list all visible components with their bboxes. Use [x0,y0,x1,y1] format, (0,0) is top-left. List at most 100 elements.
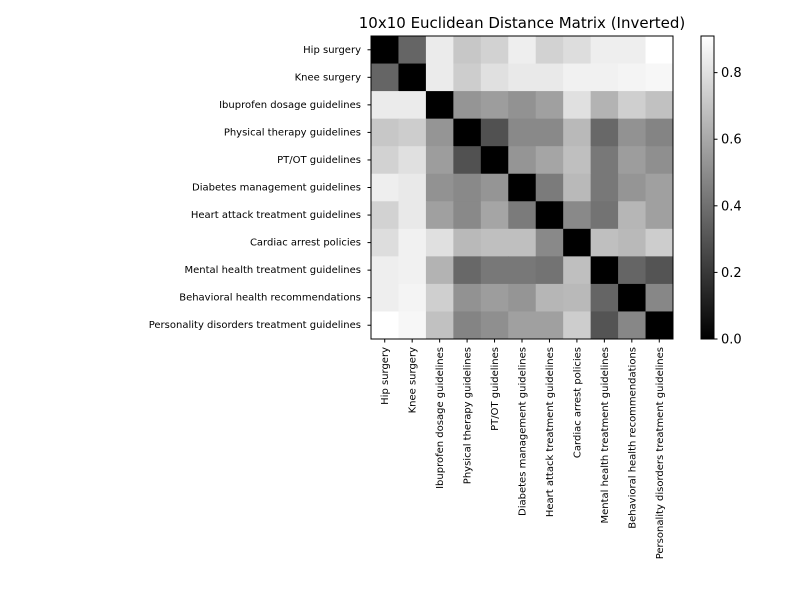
heatmap-cell [563,63,592,92]
heatmap-cell [645,173,674,202]
heatmap-cell [453,228,482,257]
colorbar [700,35,715,340]
heatmap-cell [480,173,509,202]
heatmap-cell [508,36,537,65]
heatmap-cell [425,201,454,230]
heatmap-cell [480,311,509,340]
heatmap-cell [480,283,509,312]
heatmap-cell [590,173,619,202]
x-tick-label: Diabetes management guidelines [518,347,529,516]
heatmap-cell [425,146,454,175]
heatmap-cell [618,283,647,312]
y-tick-label: Diabetes management guidelines [192,183,361,194]
heatmap-cell [508,256,537,285]
heatmap-cell [535,118,564,147]
heatmap-cell [645,36,674,65]
heatmap-cell [453,311,482,340]
heatmap-cell [371,118,399,147]
heatmap-cell [590,63,619,92]
y-tick-label: Ibuprofen dosage guidelines [219,100,361,111]
heatmap-cell [371,63,399,92]
heatmap-cell [535,63,564,92]
heatmap-cell [371,256,399,285]
heatmap-cell [398,283,427,312]
y-tick-label: Knee surgery [295,72,361,83]
heatmap-cell [563,228,592,257]
colorbar-tick-label: 0.8 [721,66,742,81]
x-tick-label: Mental health treatment guidelines [600,347,611,524]
heatmap-cell [618,228,647,257]
heatmap-cell [645,283,674,312]
chart-title: 10x10 Euclidean Distance Matrix (Inverte… [359,14,686,32]
heatmap-cell [425,118,454,147]
heatmap-cell [563,173,592,202]
heatmap-cell [563,118,592,147]
heatmap-cell [480,36,509,65]
heatmap-cell [618,256,647,285]
heatmap-cell [590,228,619,257]
heatmap-cell [480,256,509,285]
heatmap-cell [508,173,537,202]
heatmap-cell [371,146,399,175]
heatmap-cell [508,118,537,147]
heatmap-cell [590,36,619,65]
heatmap-cell [398,146,427,175]
heatmap-cell [398,228,427,257]
heatmap-cell [618,91,647,120]
heatmap-cell [398,91,427,120]
colorbar-tick-label: 0.4 [721,199,742,214]
heatmap-cell [398,256,427,285]
heatmap-cell [453,256,482,285]
heatmap-cell [371,201,399,230]
heatmap-cell [508,311,537,340]
x-tick-label: Hip surgery [380,347,391,405]
heatmap-cell [480,201,509,230]
heatmap-cell [590,256,619,285]
heatmap-cell [480,118,509,147]
colorbar-tick-label: 0.0 [721,333,742,348]
heatmap-cell [425,91,454,120]
heatmap-cell [535,228,564,257]
y-tick-label: Heart attack treatment guidelines [191,210,361,221]
heatmap-cell [645,118,674,147]
heatmap-cell [425,36,454,65]
heatmap-cell [590,311,619,340]
heatmap-cell [425,173,454,202]
heatmap-cell [508,228,537,257]
heatmap-cell [453,283,482,312]
x-tick-label: Physical therapy guidelines [463,347,474,484]
heatmap-cell [645,228,674,257]
heatmap-cell [590,283,619,312]
x-tick-label: Ibuprofen dosage guidelines [435,347,446,489]
heatmap-cell [535,173,564,202]
x-tick-label: PT/OT guidelines [490,347,501,431]
y-tick-label: Physical therapy guidelines [224,127,361,138]
y-tick-label: Cardiac arrest policies [250,238,361,249]
heatmap-cell [618,311,647,340]
heatmap-cell [453,91,482,120]
colorbar-tick-label: 0.6 [721,133,742,148]
heatmap-cell [563,146,592,175]
heatmap-cell [480,91,509,120]
heatmap-cell [453,146,482,175]
heatmap-cell [453,201,482,230]
x-tick-label: Knee surgery [408,347,419,413]
heatmap-cell [398,118,427,147]
heatmap-cell [563,311,592,340]
heatmap-cell [480,146,509,175]
heatmap-cell [618,173,647,202]
heatmap-cell [645,91,674,120]
heatmap-cell [508,283,537,312]
heatmap-cell [535,91,564,120]
x-tick-label: Cardiac arrest policies [572,347,583,458]
heatmap-cell [563,91,592,120]
heatmap-cell [645,256,674,285]
heatmap-cell [590,146,619,175]
heatmap-cell [371,283,399,312]
heatmap-cell [398,63,427,92]
heatmap-cell [508,91,537,120]
heatmap-cell [480,228,509,257]
heatmap-cell [590,118,619,147]
